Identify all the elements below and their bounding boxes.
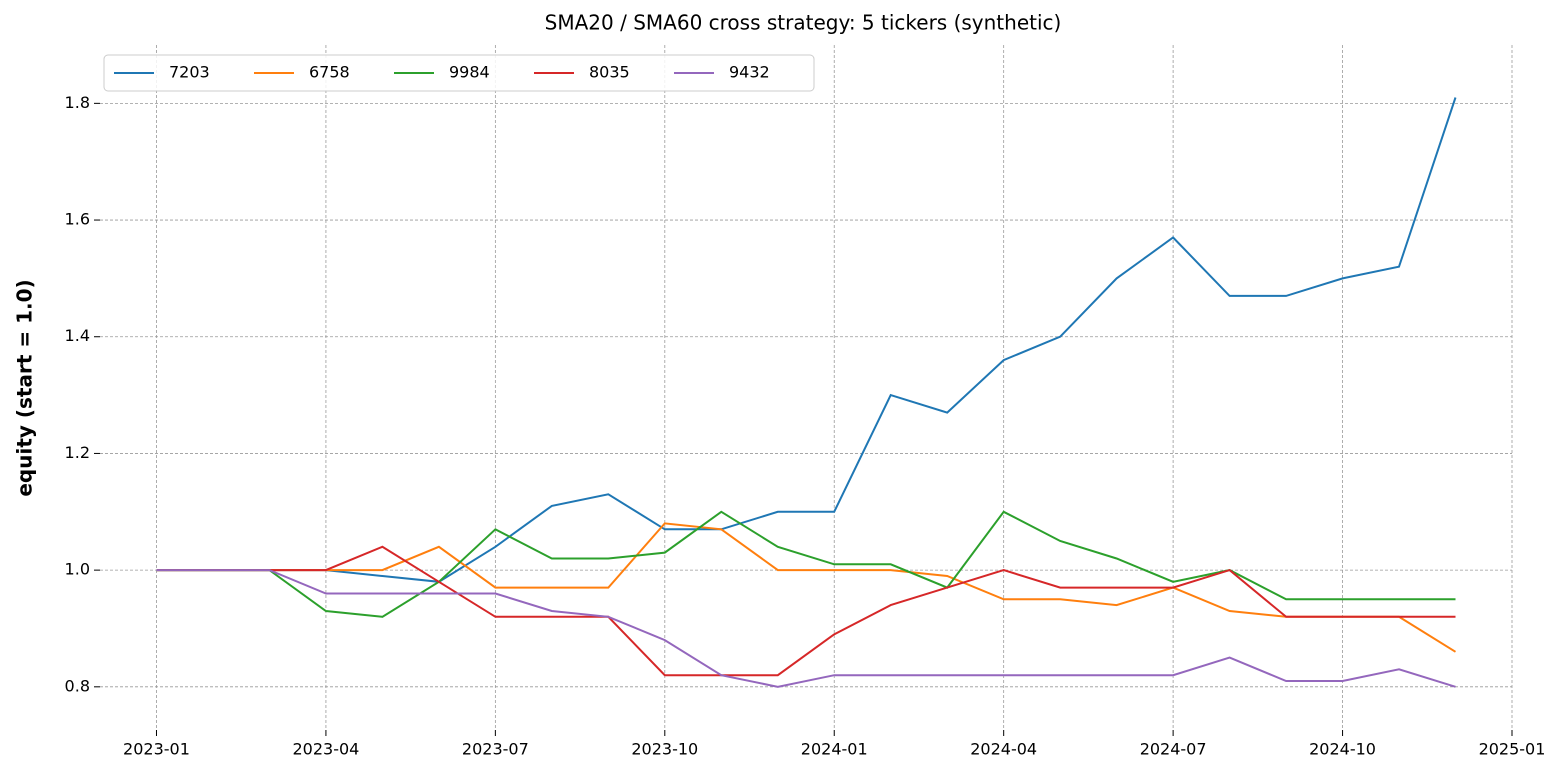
x-tick-label: 2023-04 bbox=[292, 740, 359, 759]
x-tick-label: 2024-01 bbox=[801, 740, 868, 759]
legend-label: 8035 bbox=[589, 63, 630, 82]
series-line bbox=[156, 569, 1456, 688]
y-tick-label: 1.6 bbox=[65, 210, 90, 229]
x-tick-label: 2023-07 bbox=[462, 740, 529, 759]
series-line bbox=[156, 545, 1456, 677]
x-tick-label: 2024-10 bbox=[1309, 740, 1376, 759]
y-tick-label: 1.8 bbox=[65, 93, 90, 112]
y-tick-label: 1.4 bbox=[65, 326, 90, 345]
legend-label: 9984 bbox=[449, 63, 490, 82]
legend-label: 7203 bbox=[169, 63, 210, 82]
series-line bbox=[156, 97, 1457, 583]
chart-title: SMA20 / SMA60 cross strategy: 5 tickers … bbox=[545, 11, 1062, 35]
x-tick-label: 2024-07 bbox=[1140, 740, 1207, 759]
y-axis-label: equity (start = 1.0) bbox=[13, 279, 37, 496]
y-tick-label: 1.0 bbox=[65, 560, 90, 579]
y-tick-label: 0.8 bbox=[65, 676, 90, 695]
legend-label: 9432 bbox=[729, 63, 770, 82]
legend-label: 6758 bbox=[309, 63, 350, 82]
legend: 7203 6758 9984 8035 9432 bbox=[103, 54, 815, 92]
x-tick-label: 2025-01 bbox=[1479, 740, 1546, 759]
x-tick-label: 2024-04 bbox=[970, 740, 1037, 759]
x-tick-label: 2023-10 bbox=[631, 740, 698, 759]
legend-box bbox=[103, 54, 815, 92]
series-line bbox=[156, 522, 1457, 653]
y-tick-label: 1.2 bbox=[65, 443, 90, 462]
series-line bbox=[156, 510, 1456, 618]
x-tick-label: 2023-01 bbox=[123, 740, 190, 759]
